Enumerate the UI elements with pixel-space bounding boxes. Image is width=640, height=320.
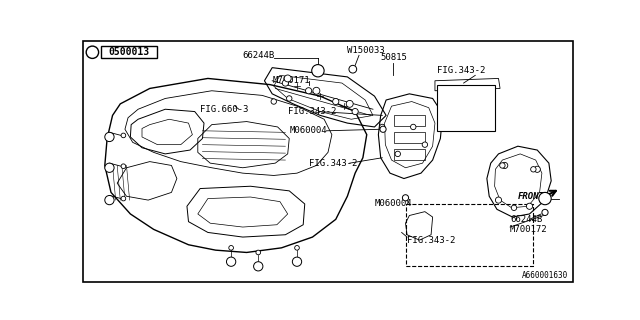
Text: 50815: 50815 xyxy=(381,53,408,62)
Circle shape xyxy=(511,205,516,211)
Circle shape xyxy=(534,166,540,172)
Circle shape xyxy=(282,80,289,86)
Circle shape xyxy=(294,245,300,250)
Circle shape xyxy=(287,96,292,101)
Text: W150033: W150033 xyxy=(348,46,385,55)
Text: FIG.343-2: FIG.343-2 xyxy=(288,107,336,116)
Text: FIG.660-3: FIG.660-3 xyxy=(200,105,248,114)
Circle shape xyxy=(313,87,320,94)
Text: M700172: M700172 xyxy=(510,225,548,234)
Text: FIG.343-2: FIG.343-2 xyxy=(436,66,485,75)
Circle shape xyxy=(105,132,114,141)
Text: 1: 1 xyxy=(108,165,112,171)
Circle shape xyxy=(86,46,99,59)
Circle shape xyxy=(346,100,353,107)
Text: M060004: M060004 xyxy=(289,126,327,135)
Circle shape xyxy=(531,167,536,172)
Text: 66244B: 66244B xyxy=(510,215,542,224)
Text: 0500013: 0500013 xyxy=(108,47,149,57)
Text: 66244B: 66244B xyxy=(243,51,275,60)
Circle shape xyxy=(256,250,260,255)
Text: M700171: M700171 xyxy=(272,76,310,85)
Circle shape xyxy=(495,197,502,203)
Bar xyxy=(394,132,425,143)
Circle shape xyxy=(105,196,114,205)
Circle shape xyxy=(284,75,291,82)
Text: FRONT: FRONT xyxy=(518,192,545,201)
Bar xyxy=(436,84,495,131)
Text: 1: 1 xyxy=(256,263,260,269)
Circle shape xyxy=(539,192,551,205)
Circle shape xyxy=(380,124,385,130)
Text: FIG.343-2: FIG.343-2 xyxy=(407,236,456,245)
Bar xyxy=(406,204,533,266)
Circle shape xyxy=(121,164,125,169)
Circle shape xyxy=(253,262,263,271)
Circle shape xyxy=(305,88,312,94)
Text: 1: 1 xyxy=(229,259,234,265)
Circle shape xyxy=(292,257,301,266)
Circle shape xyxy=(380,126,386,132)
Circle shape xyxy=(227,257,236,266)
Circle shape xyxy=(105,163,114,172)
Bar xyxy=(394,149,425,160)
Circle shape xyxy=(500,163,505,168)
Circle shape xyxy=(502,162,508,169)
Text: 1: 1 xyxy=(108,134,112,140)
Bar xyxy=(394,116,425,126)
Circle shape xyxy=(542,209,548,215)
Circle shape xyxy=(403,195,408,201)
Text: FIG.343-2: FIG.343-2 xyxy=(308,159,357,168)
Circle shape xyxy=(121,133,125,138)
Circle shape xyxy=(395,151,401,156)
Circle shape xyxy=(422,142,428,147)
Circle shape xyxy=(352,108,358,115)
Circle shape xyxy=(349,65,356,73)
Text: 1: 1 xyxy=(295,259,300,265)
Circle shape xyxy=(229,245,234,250)
Text: i: i xyxy=(91,48,94,57)
Circle shape xyxy=(333,99,339,105)
Bar xyxy=(101,46,157,59)
Text: A660001630: A660001630 xyxy=(522,271,568,280)
Circle shape xyxy=(410,124,416,130)
Text: M060004: M060004 xyxy=(374,199,412,208)
Text: 1: 1 xyxy=(108,197,112,203)
Circle shape xyxy=(526,203,532,209)
Circle shape xyxy=(312,65,324,77)
Circle shape xyxy=(271,99,276,104)
Circle shape xyxy=(121,196,125,201)
